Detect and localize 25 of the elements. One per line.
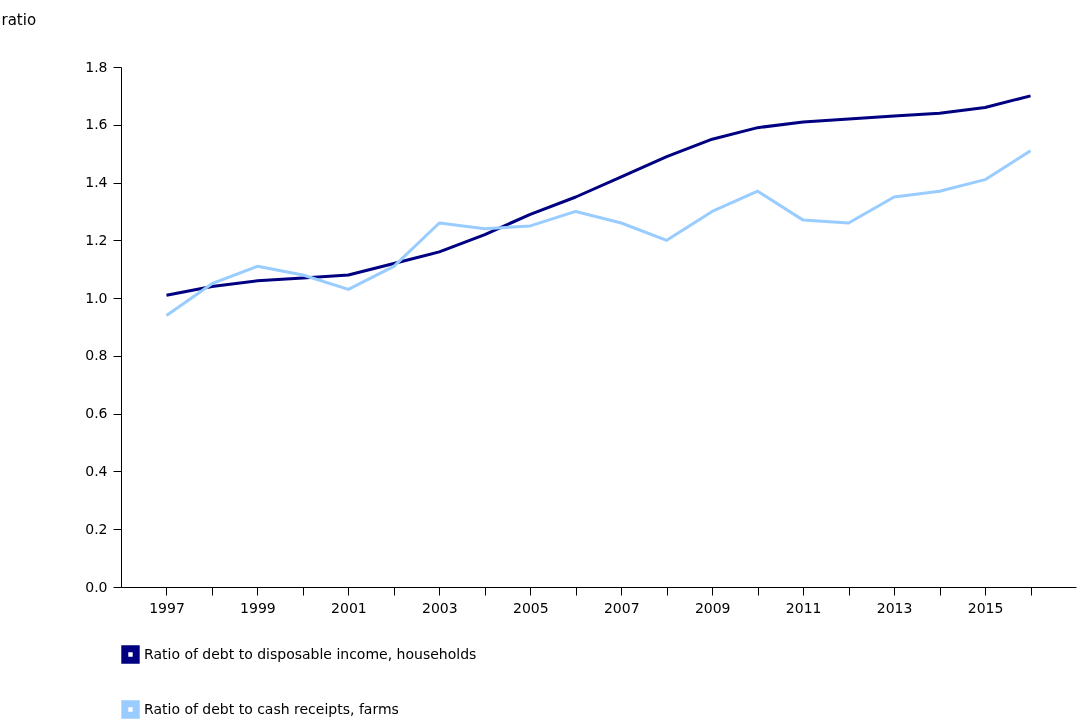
x-tick-label: 2009: [694, 599, 731, 616]
x-tick-label: 2001: [331, 599, 367, 616]
y-tick-label: 0.2: [85, 520, 108, 537]
x-tick-label: 1997: [149, 599, 185, 616]
x-tick-label: 2015: [967, 599, 1004, 616]
x-tick-label: 2007: [603, 599, 640, 616]
y-tick-label: 0.8: [85, 347, 108, 364]
line-series: [164, 94, 1033, 297]
y-tick-label: 1.0: [85, 289, 108, 306]
y-tick-label: 1.8: [85, 58, 108, 75]
line-series: [164, 149, 1033, 317]
legend-label: Ratio of debt to disposable income, households: [144, 645, 477, 662]
y-tick-label: 1.2: [85, 231, 108, 248]
y-tick-label: 0.0: [85, 578, 108, 595]
x-tick-label: 2013: [876, 599, 913, 616]
y-tick-label: 1.6: [85, 116, 108, 133]
x-tick-label: 1999: [240, 599, 276, 616]
x-tick-label: 2003: [422, 599, 458, 616]
y-tick-label: 0.6: [85, 405, 108, 422]
x-tick-label: 2011: [785, 599, 822, 616]
y-tick-label: 0.4: [85, 462, 108, 479]
y-axis-title: ratio: [1, 10, 37, 29]
legend-label: Ratio of debt to cash receipts, farms: [144, 700, 399, 717]
y-tick-label: 1.4: [85, 174, 108, 191]
x-tick-label: 2005: [512, 599, 549, 616]
